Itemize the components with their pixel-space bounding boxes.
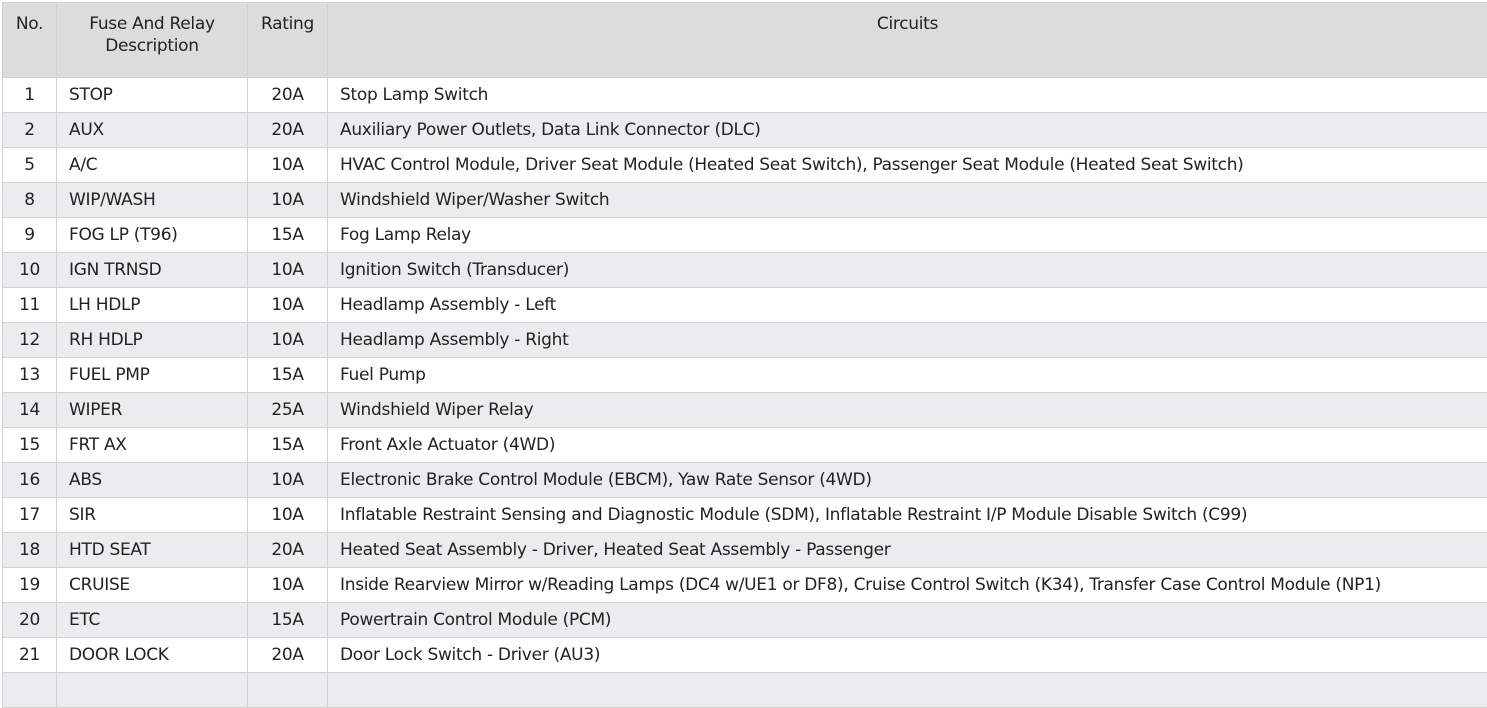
cell-rating: 15A bbox=[248, 603, 328, 638]
cell-circuits: Stop Lamp Switch bbox=[328, 78, 1487, 113]
cell-description bbox=[57, 673, 248, 708]
cell-no: 20 bbox=[3, 603, 57, 638]
cell-circuits: Inside Rearview Mirror w/Reading Lamps (… bbox=[328, 568, 1487, 603]
cell-description: LH HDLP bbox=[57, 288, 248, 323]
cell-circuits: Door Lock Switch - Driver (AU3) bbox=[328, 638, 1487, 673]
cell-rating: 20A bbox=[248, 113, 328, 148]
cell-rating: 10A bbox=[248, 498, 328, 533]
cell-rating: 10A bbox=[248, 288, 328, 323]
cell-circuits: Windshield Wiper Relay bbox=[328, 393, 1487, 428]
cell-circuits: Electronic Brake Control Module (EBCM), … bbox=[328, 463, 1487, 498]
cell-no: 19 bbox=[3, 568, 57, 603]
cell-circuits: Headlamp Assembly - Left bbox=[328, 288, 1487, 323]
cell-circuits: Inflatable Restraint Sensing and Diagnos… bbox=[328, 498, 1487, 533]
cell-no: 12 bbox=[3, 323, 57, 358]
cell-rating bbox=[248, 673, 328, 708]
cell-no: 8 bbox=[3, 183, 57, 218]
cell-circuits: Ignition Switch (Transducer) bbox=[328, 253, 1487, 288]
cell-no: 16 bbox=[3, 463, 57, 498]
cell-description: FOG LP (T96) bbox=[57, 218, 248, 253]
header-rating: Rating bbox=[248, 3, 328, 78]
cell-rating: 15A bbox=[248, 218, 328, 253]
cell-no: 18 bbox=[3, 533, 57, 568]
header-description: Fuse And Relay Description bbox=[57, 3, 248, 78]
cell-no: 13 bbox=[3, 358, 57, 393]
cell-description: IGN TRNSD bbox=[57, 253, 248, 288]
cell-description: AUX bbox=[57, 113, 248, 148]
cell-rating: 10A bbox=[248, 323, 328, 358]
cell-circuits: Headlamp Assembly - Right bbox=[328, 323, 1487, 358]
cell-description: WIPER bbox=[57, 393, 248, 428]
cell-no: 1 bbox=[3, 78, 57, 113]
cell-no bbox=[3, 673, 57, 708]
cell-description: STOP bbox=[57, 78, 248, 113]
cell-rating: 10A bbox=[248, 183, 328, 218]
cell-no: 21 bbox=[3, 638, 57, 673]
cell-description: DOOR LOCK bbox=[57, 638, 248, 673]
cell-circuits: Heated Seat Assembly - Driver, Heated Se… bbox=[328, 533, 1487, 568]
cell-description: CRUISE bbox=[57, 568, 248, 603]
cell-description: FUEL PMP bbox=[57, 358, 248, 393]
cell-description: A/C bbox=[57, 148, 248, 183]
cell-description: FRT AX bbox=[57, 428, 248, 463]
cell-circuits: Powertrain Control Module (PCM) bbox=[328, 603, 1487, 638]
cell-rating: 20A bbox=[248, 533, 328, 568]
cell-description: WIP/WASH bbox=[57, 183, 248, 218]
cell-circuits bbox=[328, 673, 1487, 708]
cell-no: 17 bbox=[3, 498, 57, 533]
cell-description: RH HDLP bbox=[57, 323, 248, 358]
cell-description: HTD SEAT bbox=[57, 533, 248, 568]
cell-rating: 15A bbox=[248, 428, 328, 463]
cell-rating: 25A bbox=[248, 393, 328, 428]
cell-rating: 20A bbox=[248, 638, 328, 673]
cell-circuits: Auxiliary Power Outlets, Data Link Conne… bbox=[328, 113, 1487, 148]
cell-no: 5 bbox=[3, 148, 57, 183]
cell-rating: 10A bbox=[248, 148, 328, 183]
cell-description: ABS bbox=[57, 463, 248, 498]
cell-rating: 10A bbox=[248, 463, 328, 498]
cell-circuits: Fuel Pump bbox=[328, 358, 1487, 393]
cell-no: 14 bbox=[3, 393, 57, 428]
table-row bbox=[3, 673, 1487, 708]
cell-rating: 20A bbox=[248, 78, 328, 113]
header-circuits: Circuits bbox=[328, 3, 1487, 78]
table-header-row: No. Fuse And Relay Description Rating Ci… bbox=[3, 3, 1487, 78]
cell-no: 15 bbox=[3, 428, 57, 463]
cell-description: ETC bbox=[57, 603, 248, 638]
cell-circuits: Front Axle Actuator (4WD) bbox=[328, 428, 1487, 463]
cell-no: 9 bbox=[3, 218, 57, 253]
cell-circuits: Fog Lamp Relay bbox=[328, 218, 1487, 253]
cell-rating: 15A bbox=[248, 358, 328, 393]
cell-circuits: Windshield Wiper/Washer Switch bbox=[328, 183, 1487, 218]
cell-circuits: HVAC Control Module, Driver Seat Module … bbox=[328, 148, 1487, 183]
cell-rating: 10A bbox=[248, 253, 328, 288]
cell-no: 2 bbox=[3, 113, 57, 148]
cell-no: 11 bbox=[3, 288, 57, 323]
header-no: No. bbox=[3, 3, 57, 78]
cell-no: 10 bbox=[3, 253, 57, 288]
cell-description: SIR bbox=[57, 498, 248, 533]
cell-rating: 10A bbox=[248, 568, 328, 603]
